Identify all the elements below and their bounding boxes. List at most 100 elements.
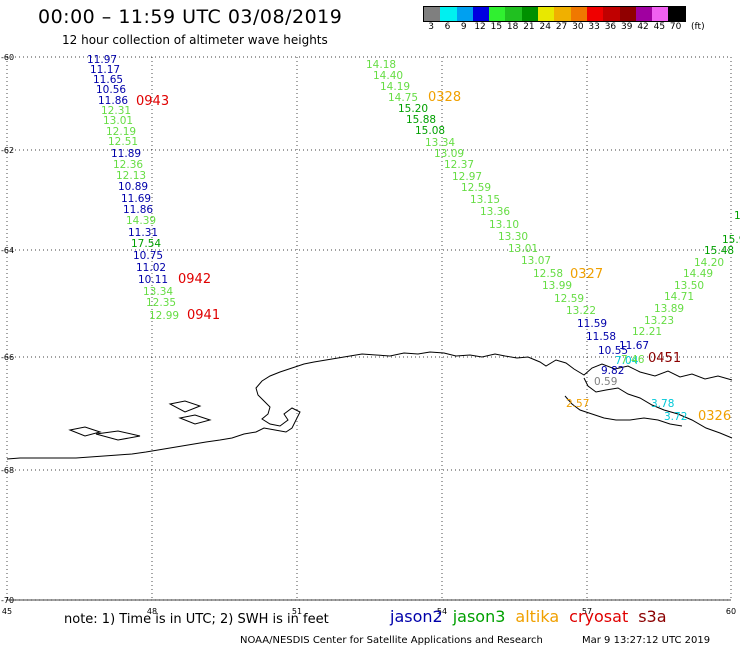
credit-text: NOAA/NESDIS Center for Satellite Applica…: [240, 635, 543, 646]
latitude-tick-label: -64: [1, 246, 14, 255]
wave-height-label: 14.39: [126, 215, 156, 227]
wave-height-label: 12.99: [149, 310, 179, 322]
wave-height-label: 13.23: [644, 315, 674, 327]
wave-height-label: 2.57: [566, 398, 589, 410]
color-swatch: [489, 7, 506, 21]
wave-height-label: 12.37: [444, 159, 474, 171]
color-scale-label: 42: [637, 22, 649, 32]
wave-height-label: 12.35: [146, 297, 176, 309]
wave-height-label: 13.30: [498, 231, 528, 243]
color-swatch: [570, 7, 587, 21]
longitude-tick-label: 51: [292, 607, 302, 616]
longitude-tick-label: 54: [437, 607, 447, 616]
color-swatch: [603, 7, 620, 21]
color-swatch: [538, 7, 555, 21]
wave-height-labels: 11.9711.1711.6510.5611.8612.3113.0112.19…: [87, 54, 740, 424]
color-scale-label: 15: [490, 22, 503, 32]
wave-height-label: 10.75: [133, 250, 163, 262]
color-swatch: [586, 7, 604, 21]
wave-height-label: 14.19: [380, 81, 410, 93]
wave-height-label: 10.11: [138, 274, 168, 286]
color-scale-unit: (ft): [691, 22, 705, 32]
wave-height-label: 12.59: [554, 293, 584, 305]
wave-height-label: 13.36: [480, 206, 510, 218]
longitude-tick-label: 57: [582, 607, 592, 616]
overpass-time-label: 0451: [648, 351, 681, 366]
wave-height-label: 10.89: [118, 181, 148, 193]
wave-height-label: 12.59: [461, 182, 491, 194]
island-outline: [168, 400, 202, 413]
wave-height-label: 0.59: [594, 376, 617, 388]
color-scale-label: 3: [428, 22, 435, 32]
wave-height-label: 11.97: [87, 54, 117, 66]
wave-height-label: 11.86: [123, 204, 153, 216]
wave-height-label: 10.55: [598, 345, 628, 357]
wave-height-label: 14.20: [694, 257, 724, 269]
color-scale-label: 9: [460, 22, 467, 32]
color-scale-label: 18: [506, 22, 519, 32]
legend-entry-jason2: jason2: [390, 607, 443, 626]
wave-height-label: 13.89: [654, 303, 684, 315]
wave-height-label: 12.36: [113, 159, 143, 171]
overpass-time-label: 0328: [428, 90, 461, 105]
wave-height-label: 12.31: [101, 105, 131, 117]
wave-height-label: 12.21: [632, 326, 662, 338]
wave-height-label: 13.01: [508, 243, 538, 255]
wave-height-label: 11.69: [121, 193, 151, 205]
wave-height-label: 11.02: [136, 262, 166, 274]
legend-entry-s3a: s3a: [638, 607, 667, 626]
color-swatch: [505, 7, 522, 21]
coastline: [6, 351, 733, 460]
wave-height-label: 13.09: [434, 148, 464, 160]
wave-height-label: 12.19: [106, 126, 136, 138]
footer-note: note: 1) Time is in UTC; 2) SWH is in fe…: [64, 612, 329, 627]
axis-ticks: 45 48 51 54 57 60 -60 -62 -64 -66 -68 -70: [1, 53, 736, 616]
wave-height-label: 11.86: [98, 95, 128, 107]
coastline-path: [564, 395, 683, 427]
latitude-tick-label: -68: [1, 466, 14, 475]
coastline-path: [6, 351, 733, 460]
longitude-tick-label: 48: [147, 607, 157, 616]
wave-height-label: 14.40: [373, 70, 403, 82]
color-scale-label: 30: [572, 22, 584, 32]
color-scale-label: 33: [588, 22, 600, 32]
wave-height-label: 10.56: [96, 84, 126, 96]
wave-height-label: 15.08: [415, 125, 445, 137]
wave-height-label: 3.78: [651, 398, 674, 410]
legend-entry-cryosat: cryosat: [569, 607, 629, 626]
wave-height-label: 7.46: [621, 354, 645, 366]
wave-height-label: 15.9: [734, 210, 740, 222]
latitude-tick-label: -66: [1, 353, 14, 362]
wave-height-label: 15.20: [398, 103, 428, 115]
wave-height-label: 14.18: [366, 59, 396, 71]
wave-height-label: 14.49: [683, 268, 713, 280]
wave-height-label: 3.72: [664, 411, 687, 423]
satellite-legend: jason2 jason3 altika cryosat s3a: [390, 607, 677, 626]
wave-height-label: 13.22: [566, 305, 596, 317]
island-outline: [178, 414, 212, 425]
map-grid: [6, 56, 732, 601]
color-scale-label: 24: [539, 22, 551, 32]
wave-height-label: 12.58: [533, 268, 563, 280]
wave-height-label: 15.48: [704, 245, 734, 257]
legend-entry-jason3: jason3: [452, 607, 506, 626]
latitude-tick-label: -62: [1, 146, 14, 155]
overpass-time-label: 0327: [570, 267, 603, 282]
latitude-tick-label: -70: [1, 596, 14, 605]
color-scale-label: 70: [669, 22, 682, 32]
wave-height-label: 15.91: [722, 234, 740, 246]
wave-height-label: 12.97: [452, 171, 482, 183]
longitude-tick-label: 60: [726, 607, 736, 616]
color-scale-bar: [423, 6, 686, 22]
color-swatch: [440, 7, 457, 21]
wave-height-label: 13.01: [103, 115, 133, 127]
coastline-path: [583, 377, 733, 439]
wave-height-label: 11.65: [93, 74, 123, 86]
wave-height-label: 11.58: [586, 331, 616, 343]
color-scale-label: 6: [444, 22, 451, 32]
legend-entry-altika: altika: [515, 607, 560, 626]
wave-height-label: 13.50: [674, 280, 704, 292]
overpass-time-label: 0942: [178, 272, 211, 287]
wave-height-label: 13.34: [425, 137, 455, 149]
